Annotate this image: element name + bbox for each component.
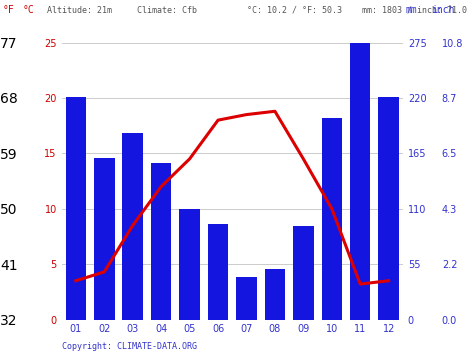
- Text: mm: mm: [405, 5, 417, 15]
- Bar: [65, 97, 86, 320]
- Bar: [293, 226, 314, 320]
- Bar: [321, 118, 342, 320]
- Bar: [264, 269, 285, 320]
- Bar: [151, 163, 172, 320]
- Bar: [94, 158, 115, 320]
- Bar: [378, 97, 399, 320]
- Bar: [179, 209, 200, 320]
- Text: Altitude: 21m     Climate: Cfb          °C: 10.2 / °F: 50.3    mm: 1803 / inch: : Altitude: 21m Climate: Cfb °C: 10.2 / °F…: [47, 5, 467, 14]
- Bar: [236, 277, 257, 320]
- Bar: [122, 133, 143, 320]
- Text: °F: °F: [2, 5, 14, 15]
- Bar: [208, 224, 228, 320]
- Text: inch: inch: [431, 5, 455, 15]
- Bar: [350, 43, 371, 320]
- Text: Copyright: CLIMATE-DATA.ORG: Copyright: CLIMATE-DATA.ORG: [62, 343, 197, 351]
- Text: °C: °C: [23, 5, 35, 15]
